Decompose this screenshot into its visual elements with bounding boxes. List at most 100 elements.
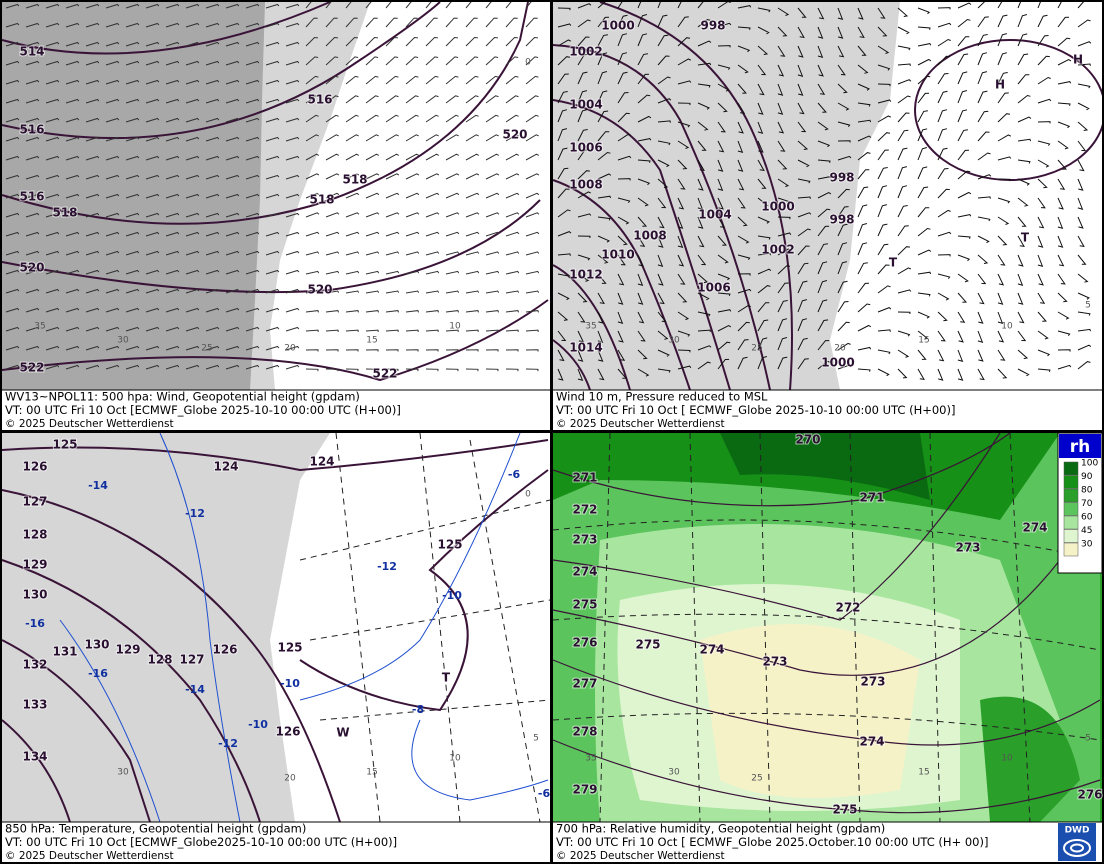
wind-barbs [5,0,1092,381]
grid-label: 15 [366,768,377,778]
contour-label: 516 [19,190,44,204]
legend-swatch [1063,488,1079,503]
grid-label: 25 [751,774,762,784]
contour-label: 126 [275,725,300,739]
contour-label: 520 [502,128,527,142]
contour-label: 125 [277,641,302,655]
caption-line: Wind 10 m, Pressure reduced to MSL [556,390,768,404]
caption-line: VT: 00 UTC Fri 10 Oct [ ECMWF_Globe 2025… [556,403,955,417]
contour-label: 272 [835,601,860,615]
temperature-label: -14 [88,479,108,492]
legend-swatch [1063,461,1079,476]
temperature-label: -12 [377,560,397,573]
temperature-label: -10 [442,589,462,602]
contour-label: 278 [572,725,597,739]
contour-label: 130 [84,638,109,652]
contour-label: 1002 [569,45,602,59]
contour-label: 1004 [698,208,731,222]
grid-label: 30 [668,336,680,346]
grid-label: 15 [918,768,929,778]
caption-line: VT: 00 UTC Fri 10 Oct [ECMWF_Globe2025-1… [5,835,397,849]
grid-label: 30 [117,336,129,346]
caption-line: VT: 00 UTC Fri 10 Oct [ ECMWF_Globe 2025… [556,835,988,849]
contour-label: 275 [635,638,660,652]
legend-swatch [1063,475,1079,489]
grid-label: 0 [525,58,531,68]
contour-label: 1012 [569,268,602,282]
temperature-label: -12 [185,507,205,520]
temperature-label: -14 [185,683,205,696]
contour-label: 1008 [633,229,666,243]
legend-title: rh [1070,437,1091,457]
temperature-label: -12 [218,737,238,750]
grid-label: 15 [918,336,929,346]
contour-label: 522 [19,361,44,375]
legend-level: 90 [1081,472,1093,482]
contour-label: 516 [307,93,332,107]
caption-line: 850 hPa: Temperature, Geopotential heigh… [5,822,306,836]
grid-label: 15 [366,336,377,346]
contour-label: 271 [572,471,597,485]
contour-label: 274 [859,735,884,749]
grid-label: 35 [585,754,596,764]
grid-label: 35 [585,322,596,332]
contour-label: 1008 [569,178,602,192]
legend-level: 70 [1081,499,1093,509]
contour-label: 1000 [761,200,794,214]
caption-line: © 2025 Deutscher Wetterdienst [5,418,174,430]
panel-2-map [553,2,1104,390]
grid-label: 25 [201,344,212,354]
contour-label: 272 [572,503,597,517]
contour-label: 128 [147,653,172,667]
legend-level: 100 [1081,459,1098,469]
grid-label: 25 [751,344,762,354]
legend-swatch [1063,502,1079,516]
contour-label: W [336,726,349,740]
contour-label: 1000 [821,356,854,370]
contour-label: 518 [342,173,367,187]
grid-label: 5 [1085,301,1091,311]
contour-label: 125 [52,438,77,452]
contour-label: 1006 [697,281,730,295]
contour-label: 126 [22,460,47,474]
contour-label: T [442,671,451,685]
grid-label: 10 [449,322,461,332]
contour-label: 273 [955,541,980,555]
grid-label: 0 [525,490,531,500]
contour-label: 516 [19,123,44,137]
contour-label: T [1021,231,1030,245]
legend-swatch [1063,542,1079,557]
grid-label: 10 [1001,322,1013,332]
contour-label: 274 [699,643,724,657]
barb-field [5,0,540,372]
contour-label: 273 [860,675,885,689]
contour-label: 124 [309,455,334,469]
grid-label: 5 [1085,734,1091,744]
contour-label: 520 [19,261,44,275]
contour-label: 1000 [601,19,634,33]
temperature-label: -6 [508,468,521,481]
contour-label: H [1073,53,1083,67]
dwd-logo: DWD [1058,823,1096,861]
temperature-label: -10 [280,677,300,690]
contour-label: 273 [762,655,787,669]
contour-label: 271 [859,491,884,505]
contour-label: 274 [572,565,597,579]
temperature-label: -16 [88,667,108,680]
grid-label: 30 [668,768,680,778]
legend-swatch [1063,515,1079,530]
contour-label: 520 [307,283,332,297]
contour-label: 275 [572,598,597,612]
contour-label: 127 [179,653,204,667]
caption-line: © 2025 Deutscher Wetterdienst [5,850,174,862]
contour-label: 998 [829,213,854,227]
grid-label: 35 [34,322,45,332]
contour-label: 998 [829,171,854,185]
contour-label: 130 [22,588,47,602]
contour-label: 129 [22,558,47,572]
contour-label: 131 [52,645,77,659]
caption-line: © 2025 Deutscher Wetterdienst [556,418,725,430]
contour-label: 514 [19,45,44,59]
contour-label: 518 [52,206,77,220]
caption-line: 700 hPa: Relative humidity, Geopotential… [556,822,885,836]
